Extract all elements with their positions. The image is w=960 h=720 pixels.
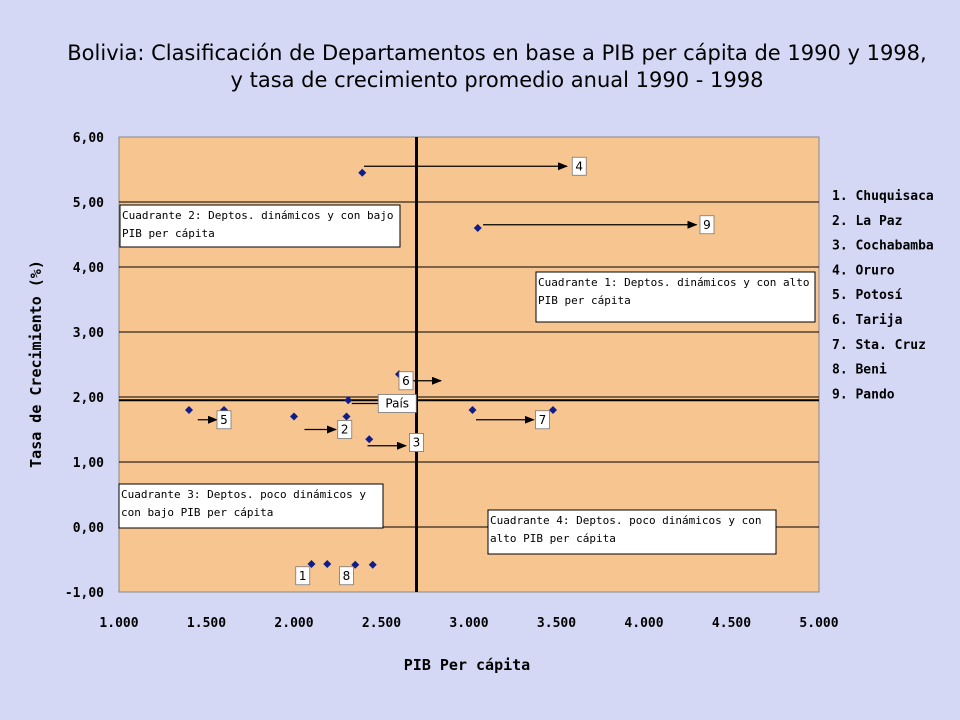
y-tick-label: -1,00 [65, 586, 104, 601]
legend-item: 9. Pando [832, 387, 895, 402]
data-point [185, 406, 193, 414]
legend: 1. Chuquisaca 2. La Paz 3. Cochabamba 4. Or… [832, 189, 934, 402]
x-tick-labels: 1.000 1.500 2.000 2.500 3.000 3.500 4.000 4.500… [99, 616, 838, 631]
legend-item: 2. La Paz [832, 214, 902, 229]
point-label-box [699, 215, 715, 235]
x-tick-label: 5.000 [799, 616, 838, 631]
data-points [185, 168, 557, 569]
point-label-box [398, 371, 414, 391]
annotation-box [119, 204, 401, 248]
point-label-text: 4 [575, 159, 583, 173]
chart-title: Bolivia: Clasificación de Departamentos … [67, 41, 926, 65]
data-point [468, 406, 477, 414]
point-label-box [337, 420, 353, 439]
y-tick-label: 2,00 [73, 391, 104, 406]
x-tick-label: 1.000 [99, 616, 138, 631]
legend-item: 3. Cochabamba [832, 239, 934, 254]
y-tick-label: 0,00 [73, 521, 104, 536]
point-label: 9 [699, 215, 715, 235]
x-tick-label: 4.500 [712, 616, 751, 631]
y-tick-label: 1,00 [73, 456, 104, 471]
y-axis-label: Tasa de Crecimiento (%) [27, 260, 45, 468]
data-point [358, 168, 367, 177]
annotation-box [535, 271, 816, 323]
annotation-text: PIB per cápita [538, 294, 631, 307]
point-label: 4 [571, 156, 587, 176]
point-label-text: 2 [341, 423, 349, 437]
y-tick-labels: -1,00 0,00 1,00 2,00 3,00 4,00 5,00 6,00 [65, 131, 104, 601]
point-label: 5 [216, 410, 232, 430]
point-label-text: País [385, 397, 409, 411]
x-tick-label: 1.500 [187, 616, 226, 631]
legend-item: 7. Sta. Cruz [832, 338, 926, 353]
annotation-box [118, 483, 384, 529]
point-label-text: 8 [343, 569, 351, 583]
annotation-text: alto PIB per cápita [490, 532, 616, 545]
data-point [323, 560, 332, 569]
y-tick-label: 3,00 [73, 326, 104, 341]
point-label-box [339, 566, 354, 586]
x-tick-label: 4.000 [624, 616, 663, 631]
point-label-text: 5 [220, 413, 228, 427]
legend-item: 4. Oruro [832, 263, 895, 278]
x-tick-label: 2.500 [362, 616, 401, 631]
y-tick-label: 6,00 [73, 131, 104, 146]
data-point [290, 412, 298, 421]
quadrant-annotation: Cuadrante 1: Deptos. dinámicos y con alt… [535, 271, 816, 323]
point-label: 3 [409, 433, 424, 452]
point-label-box [377, 394, 417, 413]
x-tick-label: 3.000 [449, 616, 488, 631]
annotation-box [487, 509, 777, 555]
annotation-text: Cuadrante 1: Deptos. dinámicos y con alt… [538, 276, 810, 289]
point-label-text: 9 [703, 218, 711, 232]
point-label: 7 [535, 410, 550, 430]
point-label: 8 [339, 566, 354, 586]
point-label-box [571, 156, 587, 176]
annotation-text: Cuadrante 3: Deptos. poco dinámicos y [121, 488, 366, 501]
quadrant-annotation: Cuadrante 4: Deptos. poco dinámicos y co… [487, 509, 777, 555]
annotation-text: Cuadrante 2: Deptos. dinámicos y con baj… [122, 209, 394, 222]
point-label-box [535, 410, 550, 430]
data-point [365, 435, 374, 444]
annotation-text: Cuadrante 4: Deptos. poco dinámicos y co… [490, 514, 762, 527]
point-label-box [295, 566, 311, 586]
data-point [307, 560, 316, 569]
quadrant-annotations: Cuadrante 2: Deptos. dinámicos y con baj… [118, 204, 816, 555]
point-labels: 4 9 6 País 5 2 3 7 1 8 [216, 156, 715, 586]
legend-item: 6. Tarija [832, 313, 903, 328]
point-label-text: 3 [413, 436, 421, 450]
quadrant-annotation: Cuadrante 3: Deptos. poco dinámicos y con… [118, 483, 384, 529]
data-point [549, 406, 557, 414]
annotation-text: con bajo PIB per cápita [121, 506, 273, 519]
quadrant-annotation: Cuadrante 2: Deptos. dinámicos y con baj… [119, 204, 401, 248]
y-tick-label: 5,00 [73, 196, 104, 211]
point-label: 6 [398, 371, 414, 391]
data-point [473, 224, 482, 232]
point-label-text: 1 [299, 569, 307, 583]
y-tick-label: 4,00 [73, 261, 104, 276]
x-tick-label: 2.000 [274, 616, 313, 631]
legend-item: 5. Potosí [832, 288, 903, 303]
data-point [342, 412, 351, 421]
point-label-box [409, 433, 424, 452]
data-point [344, 396, 353, 405]
point-label-box [216, 410, 232, 430]
point-label-text: 7 [539, 413, 547, 427]
annotation-text: PIB per cápita [122, 227, 215, 240]
x-tick-label: 3.500 [537, 616, 576, 631]
chart-subtitle: y tasa de crecimiento promedio anual 199… [230, 68, 763, 92]
x-axis-label: PIB Per cápita [404, 656, 530, 674]
point-label-text: 6 [402, 374, 410, 388]
legend-item: 1. Chuquisaca [832, 189, 934, 204]
point-label: 2 [337, 420, 353, 439]
data-point [368, 560, 377, 569]
reference-lines [119, 137, 819, 592]
legend-item: 8. Beni [832, 363, 887, 378]
point-label: 1 [295, 566, 311, 586]
point-label: País [377, 394, 417, 413]
